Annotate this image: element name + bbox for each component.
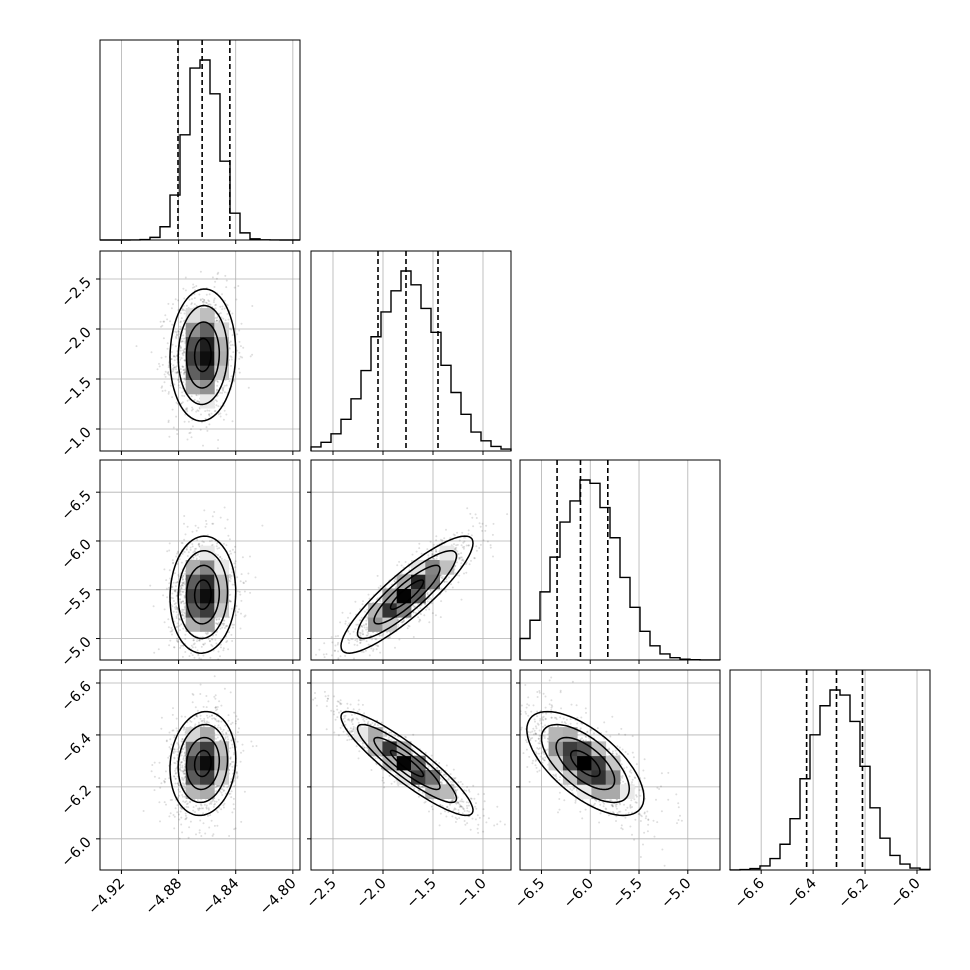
y-tick-label: −5.5 (59, 585, 95, 621)
contour-0 (569, 749, 601, 778)
contour-0 (389, 749, 425, 778)
density-cells (185, 308, 229, 409)
x-tick-label: −1.0 (454, 876, 490, 912)
contour-3 (169, 535, 237, 654)
x-tick-label: −6.4 (784, 876, 820, 912)
density-cells (368, 545, 455, 632)
x-tick-label: −6.2 (836, 876, 872, 912)
contour-2 (177, 549, 229, 640)
contour-2 (540, 723, 631, 804)
panels (96, 39, 931, 874)
x-tick-label: −6.0 (561, 876, 597, 912)
density-panel-3-1 (307, 669, 512, 874)
contour-2 (356, 549, 458, 640)
contour-3 (340, 710, 474, 817)
contour-3 (526, 710, 645, 817)
histogram-2 (519, 479, 721, 661)
contour-1 (185, 564, 221, 625)
contour-0 (193, 337, 212, 373)
contour-2 (356, 723, 458, 804)
contour-1 (373, 736, 441, 791)
x-tick-label: −6.0 (888, 876, 924, 912)
y-tick-label: −6.2 (59, 782, 95, 818)
contour-1 (555, 736, 616, 791)
contour-1 (185, 321, 221, 389)
y-tick-label: −6.0 (59, 834, 95, 870)
histogram-panel-2 (519, 459, 721, 664)
density-panel-2-1 (307, 459, 512, 664)
density-panel-2-0 (96, 459, 301, 664)
contour-1 (373, 564, 441, 625)
y-tick-label: −6.4 (59, 730, 95, 766)
contour-3 (340, 535, 474, 654)
histogram-1 (310, 270, 512, 451)
x-tick-label: −4.92 (86, 876, 129, 919)
contour-3 (169, 710, 237, 817)
x-tick-label: −5.0 (658, 876, 694, 912)
contour-3 (169, 288, 237, 422)
x-tick-label: −6.5 (512, 876, 548, 912)
y-tick-label: −6.5 (59, 488, 95, 524)
y-tick-label: −2.0 (59, 325, 95, 361)
contour-2 (177, 304, 229, 406)
y-tick-label: −6.0 (59, 536, 95, 572)
density-panel-3-2 (516, 669, 721, 874)
x-tick-label: −2.5 (304, 876, 340, 912)
contour-0 (193, 749, 212, 778)
contour-0 (389, 579, 425, 611)
x-tick-label: −2.0 (354, 876, 390, 912)
y-tick-label: −1.5 (59, 375, 95, 411)
y-tick-label: −6.6 (59, 679, 95, 715)
density-cells (185, 727, 229, 799)
histogram-panel-0 (99, 39, 301, 244)
x-tick-label: −4.84 (200, 876, 243, 919)
density-panel-3-0 (96, 669, 301, 874)
contour-0 (193, 579, 212, 611)
histogram-panel-3 (729, 669, 931, 874)
y-tick-label: −1.0 (59, 425, 95, 461)
contour-2 (177, 723, 229, 804)
x-tick-label: −4.80 (257, 876, 300, 919)
x-tick-label: −1.5 (404, 876, 440, 912)
histogram-3 (729, 689, 931, 871)
contour-1 (185, 736, 221, 791)
histogram-0 (100, 59, 300, 241)
y-tick-label: −2.5 (59, 275, 95, 311)
histogram-panel-1 (310, 250, 512, 455)
x-tick-label: −4.88 (143, 876, 186, 919)
x-tick-label: −5.5 (610, 876, 646, 912)
y-tick-label: −5.0 (59, 634, 95, 670)
density-panel-1-0 (96, 250, 301, 455)
x-tick-label: −6.6 (732, 876, 768, 912)
